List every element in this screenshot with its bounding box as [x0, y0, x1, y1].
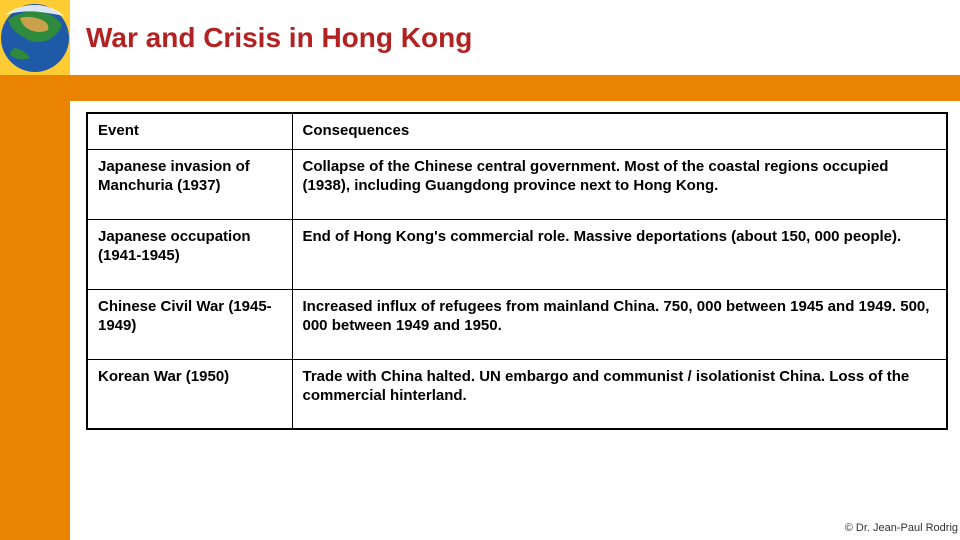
consequence-cell: Collapse of the Chinese central governme… [292, 149, 947, 219]
event-cell: Japanese invasion of Manchuria (1937) [87, 149, 292, 219]
event-cell: Korean War (1950) [87, 359, 292, 429]
page-title: War and Crisis in Hong Kong [86, 22, 472, 54]
left-rail [0, 0, 70, 540]
title-area: War and Crisis in Hong Kong [86, 22, 472, 54]
column-header-event: Event [87, 113, 292, 149]
column-header-consequences: Consequences [292, 113, 947, 149]
events-table: Event Consequences Japanese invasion of … [86, 112, 948, 430]
horizontal-orange-bar [70, 75, 960, 101]
left-orange-stripe [0, 75, 70, 540]
event-cell: Japanese occupation (1941-1945) [87, 219, 292, 289]
copyright-credit: © Dr. Jean-Paul Rodrig [845, 522, 960, 534]
table-row: Korean War (1950) Trade with China halte… [87, 359, 947, 429]
event-cell: Chinese Civil War (1945-1949) [87, 289, 292, 359]
consequence-cell: Increased influx of refugees from mainla… [292, 289, 947, 359]
consequence-cell: End of Hong Kong's commercial role. Mass… [292, 219, 947, 289]
consequence-cell: Trade with China halted. UN embargo and … [292, 359, 947, 429]
slide: War and Crisis in Hong Kong Event Conseq… [0, 0, 960, 540]
globe-thumbnail [0, 0, 70, 75]
globe-icon [0, 0, 70, 75]
table-header-row: Event Consequences [87, 113, 947, 149]
table-row: Chinese Civil War (1945-1949) Increased … [87, 289, 947, 359]
table-row: Japanese occupation (1941-1945) End of H… [87, 219, 947, 289]
events-table-container: Event Consequences Japanese invasion of … [86, 112, 948, 430]
table-row: Japanese invasion of Manchuria (1937) Co… [87, 149, 947, 219]
